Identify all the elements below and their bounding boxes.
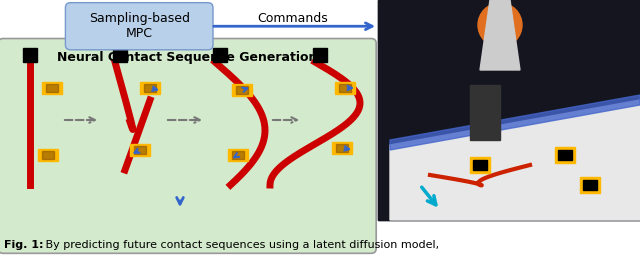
Polygon shape xyxy=(390,100,640,220)
Text: By predicting future contact sequences using a latent diffusion model,: By predicting future contact sequences u… xyxy=(42,240,439,250)
Bar xyxy=(232,151,244,159)
Bar xyxy=(38,149,58,161)
Bar xyxy=(228,149,248,161)
FancyBboxPatch shape xyxy=(0,38,376,253)
Bar xyxy=(46,84,58,92)
Bar xyxy=(339,84,351,92)
Circle shape xyxy=(478,3,522,47)
Text: Sampling-based
MPC: Sampling-based MPC xyxy=(89,12,189,40)
Bar xyxy=(335,82,355,94)
Bar xyxy=(42,82,62,94)
Bar xyxy=(558,150,572,160)
Bar xyxy=(473,160,487,170)
Bar xyxy=(470,85,500,140)
Bar xyxy=(337,144,348,152)
Bar xyxy=(580,177,600,193)
Bar xyxy=(213,48,227,62)
Bar xyxy=(555,147,575,163)
Bar xyxy=(130,144,150,156)
Bar xyxy=(236,86,248,94)
Bar xyxy=(134,146,146,154)
Bar xyxy=(313,48,327,62)
Bar xyxy=(378,0,640,220)
Bar xyxy=(470,157,490,173)
Bar xyxy=(145,84,156,92)
Bar xyxy=(23,48,37,62)
Text: Neural Contact Sequence Generation: Neural Contact Sequence Generation xyxy=(57,51,317,64)
Text: Commands: Commands xyxy=(258,12,328,25)
Bar xyxy=(583,180,597,190)
Text: Fig. 1:: Fig. 1: xyxy=(4,240,44,250)
Polygon shape xyxy=(390,95,640,150)
Bar xyxy=(232,84,252,96)
Polygon shape xyxy=(480,0,520,70)
Bar xyxy=(140,82,160,94)
Bar xyxy=(332,142,352,154)
Bar xyxy=(113,48,127,62)
Bar xyxy=(42,151,54,159)
Bar xyxy=(378,0,640,220)
FancyBboxPatch shape xyxy=(65,3,213,50)
